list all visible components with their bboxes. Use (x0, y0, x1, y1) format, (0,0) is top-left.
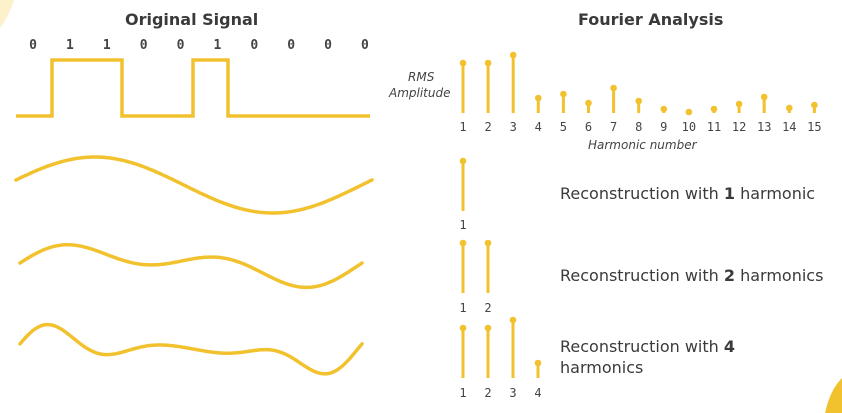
tick-label-15: 15 (807, 120, 821, 134)
stem-cap-11 (710, 105, 718, 113)
tick-label-2: 2 (484, 301, 491, 315)
bit-label: 1 (65, 38, 74, 53)
reconstruction-wave-2-harmonics (18, 242, 364, 290)
stem-cap-2 (484, 59, 492, 67)
bit-label: 0 (360, 38, 369, 53)
bit-label: 1 (213, 38, 222, 53)
stem-cap-3 (509, 51, 517, 59)
bit-label: 0 (139, 38, 148, 53)
stem-cap-6 (585, 99, 592, 107)
bit-label: 0 (29, 38, 37, 53)
bit-label: 0 (324, 38, 332, 53)
decor-corner-top-left (0, 0, 14, 28)
recon-suffix: harmonics (560, 358, 644, 377)
bit-label: 0 (250, 38, 259, 53)
tick-label-7: 7 (610, 120, 617, 134)
stem-cap-1 (459, 324, 467, 332)
stem-cap-3 (509, 316, 517, 324)
mini-spectrum-1: 1 (459, 157, 467, 232)
stem-cap-2 (484, 239, 492, 247)
bit-label: 0 (176, 38, 185, 53)
y-axis-label-line1: RMS (408, 70, 435, 84)
tick-label-4: 4 (535, 120, 542, 134)
decor-corner-bottom-right (825, 378, 842, 413)
recon-prefix: Reconstruction with (560, 337, 724, 356)
spectrum-chart: 1 2 3 4 5 6 7 8 9 10 11 12 13 14 15 (459, 51, 822, 134)
tick-label-1: 1 (459, 218, 466, 232)
stem-cap-4 (534, 359, 542, 367)
tick-label-1: 1 (459, 120, 466, 134)
tick-label-3: 3 (510, 120, 517, 134)
tick-label-3: 3 (509, 386, 516, 400)
bit-label: 1 (102, 38, 111, 53)
recon-suffix: harmonic (735, 184, 816, 203)
stem-cap-2 (484, 324, 492, 332)
tick-label-10: 10 (682, 120, 696, 134)
reconstruction-wave-4-harmonics (18, 322, 364, 376)
tick-label-4: 4 (534, 386, 541, 400)
tick-label-2: 2 (484, 120, 491, 134)
recon-count: 2 (723, 266, 735, 285)
reconstruction-label-4: Reconstruction with 4 harmonics (560, 336, 760, 378)
stem-cap-1 (459, 157, 467, 165)
square-wave-signal (16, 58, 370, 118)
stem-cap-7 (610, 84, 617, 92)
reconstruction-wave-1-harmonic (14, 155, 374, 215)
y-axis-label-line2: Amplitude (389, 86, 451, 100)
tick-label-1: 1 (459, 386, 466, 400)
tick-label-8: 8 (635, 120, 642, 134)
tick-label-1: 1 (459, 301, 466, 315)
right-title: Fourier Analysis (578, 10, 724, 29)
stem-cap-5 (560, 90, 567, 98)
stem-cap-10 (685, 108, 693, 116)
reconstruction-label-2: Reconstruction with 2 harmonics (560, 265, 823, 286)
x-axis-label: Harmonic number (588, 138, 697, 152)
reconstruction-label-1: Reconstruction with 1 harmonic (560, 183, 815, 204)
stem-cap-9 (660, 105, 668, 113)
stem-cap-12 (735, 100, 743, 108)
recon-count: 1 (723, 184, 735, 203)
stem-cap-13 (760, 93, 768, 101)
tick-label-11: 11 (707, 120, 721, 134)
mini-spectrum-4: 1 2 3 4 (459, 316, 542, 400)
recon-suffix: harmonics (735, 266, 824, 285)
tick-label-2: 2 (484, 386, 491, 400)
stem-cap-14 (786, 104, 793, 112)
tick-label-12: 12 (732, 120, 746, 134)
stem-cap-4 (535, 94, 542, 102)
bit-label: 0 (287, 38, 296, 53)
tick-label-6: 6 (585, 120, 592, 134)
stem-cap-1 (459, 239, 467, 247)
stem-cap-15 (811, 101, 818, 109)
stem-cap-8 (635, 97, 642, 105)
recon-count: 4 (723, 337, 735, 356)
left-title: Original Signal (125, 10, 259, 29)
stem-cap-1 (459, 59, 467, 67)
tick-label-9: 9 (660, 120, 667, 134)
tick-label-13: 13 (757, 120, 771, 134)
bit-sequence: 0 1 1 0 0 1 0 0 0 0 (24, 38, 374, 53)
tick-label-14: 14 (782, 120, 796, 134)
recon-prefix: Reconstruction with (560, 184, 724, 203)
recon-prefix: Reconstruction with (560, 266, 724, 285)
tick-label-5: 5 (560, 120, 567, 134)
